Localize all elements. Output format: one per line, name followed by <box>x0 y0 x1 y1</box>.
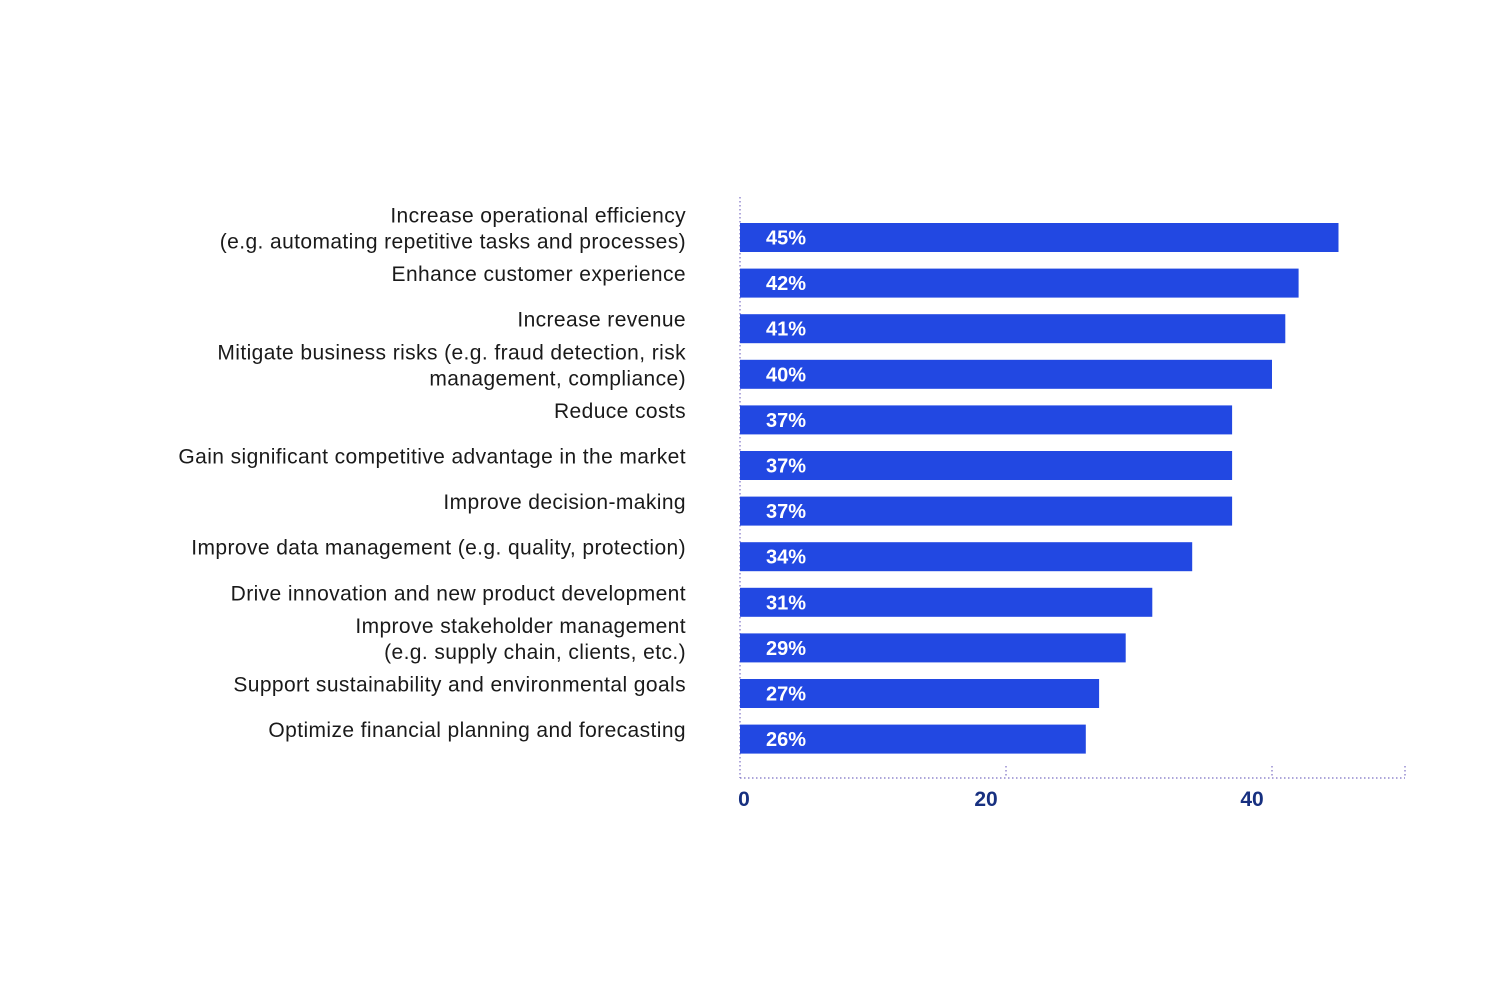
bar <box>740 679 1100 708</box>
bar-value-label: 37% <box>766 456 806 478</box>
x-tick-label: 20 <box>974 788 997 811</box>
bar <box>740 451 1233 480</box>
bar <box>740 268 1299 298</box>
bar-value-label: 42% <box>766 273 806 295</box>
bar-value-label: 29% <box>766 638 806 660</box>
category-label: Reduce costs <box>554 400 686 423</box>
chart-category-labels: Increase operational efficiency (e.g. aut… <box>178 205 686 743</box>
category-label: (e.g. supply chain, clients, etc.) <box>384 641 686 664</box>
x-tick-label: 40 <box>1240 788 1263 811</box>
category-label: Optimize financial planning and forecast… <box>268 719 686 742</box>
category-label: Increase revenue <box>517 309 686 332</box>
chart-bars <box>740 223 1339 754</box>
category-label: Enhance customer experience <box>392 263 686 286</box>
category-label: Drive innovation and new product develop… <box>231 582 686 605</box>
bar-value-label: 37% <box>766 501 806 523</box>
bar <box>740 405 1233 435</box>
category-label: Improve stakeholder management <box>355 615 686 638</box>
category-label: Improve data management (e.g. quality, p… <box>191 537 686 560</box>
bar-value-label: 40% <box>766 364 806 386</box>
bar <box>740 542 1193 572</box>
bar <box>740 223 1339 252</box>
bar <box>740 314 1286 344</box>
x-tick-label: 0 <box>738 788 750 811</box>
bar-value-label: 27% <box>766 684 806 706</box>
category-label: Improve decision-making <box>443 491 686 514</box>
bar-value-label: 41% <box>766 319 806 341</box>
bar <box>740 633 1126 663</box>
bar-value-label: 34% <box>766 547 806 569</box>
category-label: Support sustainability and environmental… <box>233 674 686 697</box>
bar-value-label: 26% <box>766 729 806 751</box>
bar-value-label: 45% <box>766 228 806 250</box>
bar-value-label: 37% <box>766 410 806 432</box>
bar <box>740 496 1233 526</box>
bar <box>740 587 1153 617</box>
bar <box>740 724 1086 754</box>
category-label: Gain significant competitive advantage i… <box>178 446 686 469</box>
bar <box>740 359 1272 389</box>
category-label: Increase operational efficiency <box>390 205 686 228</box>
category-label: management, compliance) <box>429 367 686 390</box>
chart-tick-labels: 0 20 40 <box>738 788 1264 811</box>
bar-value-label: 31% <box>766 592 806 614</box>
category-label: Mitigate business risks (e.g. fraud dete… <box>217 341 686 364</box>
category-label: (e.g. automating repetitive tasks and pr… <box>220 231 686 254</box>
chart-bar-labels: 45% 42% 41% 40% 37% 37% 37% 34% 31% 29% 27% 26% <box>766 228 806 752</box>
